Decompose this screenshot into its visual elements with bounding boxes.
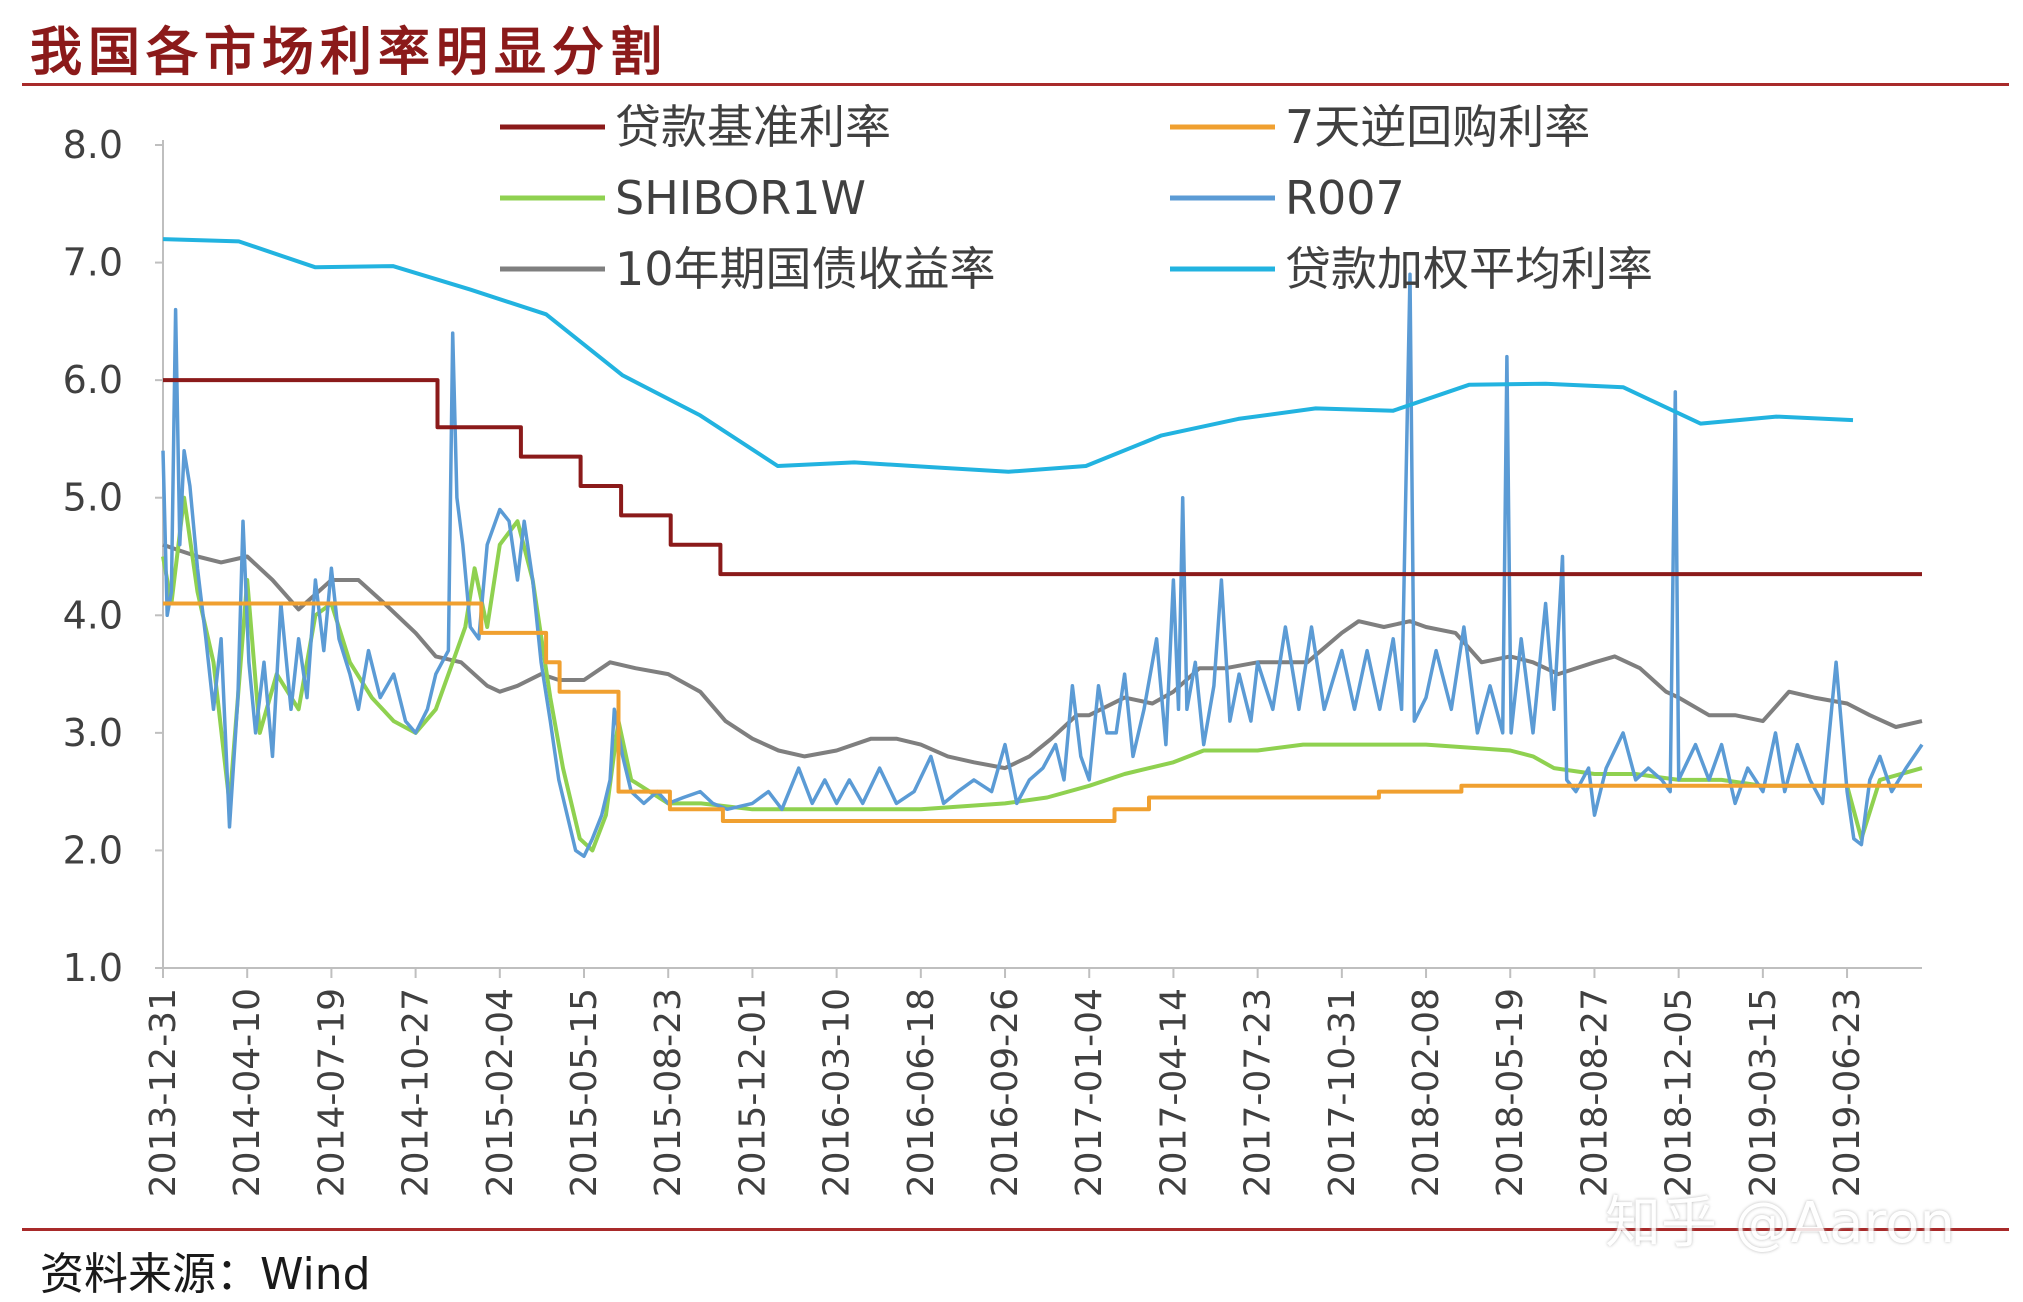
x-tick-label: 2015-05-15	[564, 988, 605, 1197]
x-tick-label: 2018-05-19	[1490, 988, 1531, 1197]
x-tick-label: 2016-09-26	[985, 988, 1026, 1197]
chart-title: 我国各市场利率明显分割	[30, 22, 669, 83]
watermark: 知乎 @Aaron	[1605, 1191, 1955, 1256]
x-tick-label: 2017-07-23	[1238, 988, 1279, 1197]
y-tick-label: 2.0	[63, 828, 123, 872]
legend-label: 贷款基准利率	[615, 100, 891, 154]
legend-label: R007	[1285, 171, 1405, 225]
x-tick-label: 2018-12-05	[1659, 988, 1700, 1197]
x-tick-label: 2017-01-04	[1069, 988, 1110, 1197]
legend-label: SHIBOR1W	[615, 171, 866, 225]
top-rule	[22, 83, 2009, 86]
series-line	[161, 272, 1924, 859]
y-tick-label: 8.0	[63, 123, 123, 167]
x-tick-label: 2017-04-14	[1153, 988, 1194, 1197]
source-note: 资料来源：Wind	[40, 1249, 371, 1300]
y-tick-label: 5.0	[63, 476, 123, 520]
series-line	[162, 542, 1923, 771]
bottom-rule	[22, 1228, 2009, 1231]
legend: 贷款基准利率 7天逆回购利率 SHIBOR1W R007 10年期国债收益率 贷款加权平均…	[500, 100, 1653, 296]
legend-label: 10年期国债收益率	[615, 242, 996, 296]
x-tick-label: 2016-06-18	[901, 988, 942, 1197]
y-tick-label: 3.0	[63, 711, 123, 755]
y-tick-label: 4.0	[63, 593, 123, 637]
series-line	[162, 237, 1854, 474]
y-tick-label: 1.0	[63, 946, 123, 990]
x-tick-label: 2013-12-31	[143, 988, 184, 1197]
series-line	[163, 378, 1922, 577]
axes: 1.0 2.0 3.0 4.0 5.0 6.0 7.0 8.0 2013-12-31 2014-0…	[63, 123, 1922, 1197]
x-tick-label: 2014-10-27	[396, 988, 437, 1197]
x-tick-label: 2018-02-08	[1406, 988, 1447, 1197]
x-tick-label: 2017-10-31	[1322, 988, 1363, 1197]
series-line	[163, 601, 1922, 823]
x-tick-label: 2019-06-23	[1827, 988, 1868, 1197]
series-lines	[161, 237, 1924, 859]
x-tick-label: 2015-12-01	[732, 988, 773, 1197]
y-tick-label: 7.0	[63, 241, 123, 285]
x-tick-label: 2014-07-19	[311, 988, 352, 1197]
x-tick-label: 2018-08-27	[1574, 988, 1615, 1197]
x-tick-label: 2014-04-10	[227, 988, 268, 1197]
y-tick-label: 6.0	[63, 358, 123, 402]
legend-label: 7天逆回购利率	[1285, 100, 1590, 154]
x-tick-label: 2015-02-04	[480, 988, 521, 1197]
series-line	[161, 495, 1923, 853]
x-tick-label: 2019-03-15	[1743, 988, 1784, 1197]
x-tick-label: 2016-03-10	[817, 988, 858, 1197]
legend-label: 贷款加权平均利率	[1285, 242, 1653, 296]
x-tick-label: 2015-08-23	[648, 988, 689, 1197]
